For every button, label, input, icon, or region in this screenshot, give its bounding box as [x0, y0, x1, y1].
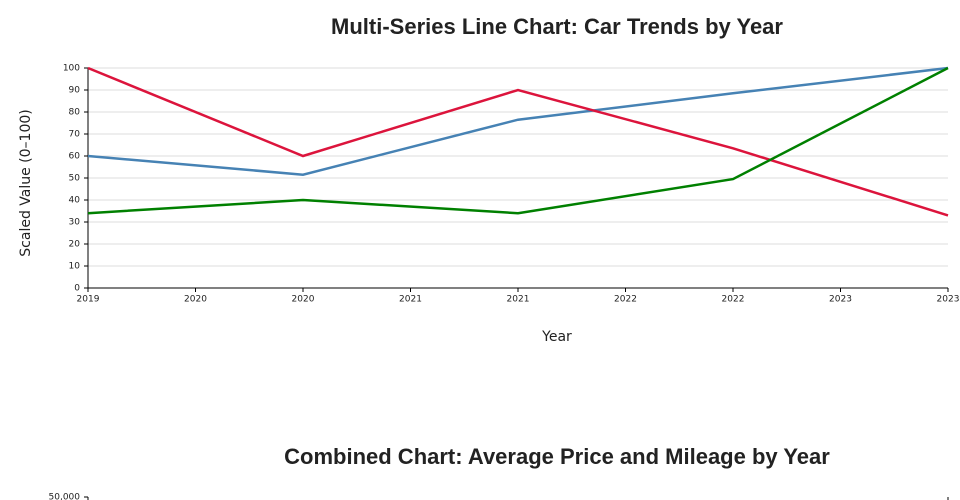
y-tick-label: 30 — [69, 218, 81, 228]
y-tick-label: 60 — [69, 152, 81, 162]
y-tick-label: 100 — [63, 64, 80, 74]
x-tick-label: 2021 — [399, 295, 422, 305]
x-axis-label: Year — [541, 329, 572, 345]
y-tick-label: 90 — [69, 86, 81, 96]
y-axis-label: Scaled Value (0–100) — [18, 109, 34, 256]
x-tick-label: 2020 — [292, 295, 315, 305]
x-tick-label: 2019 — [77, 295, 100, 305]
y-tick-label: 0 — [74, 284, 80, 294]
x-tick-label: 2021 — [507, 295, 530, 305]
x-tick-label: 2020 — [184, 295, 207, 305]
series-line — [87, 66, 949, 215]
y-tick-label: 20 — [69, 240, 81, 250]
x-tick-label: 2023 — [829, 295, 852, 305]
y-tick-label: 70 — [69, 130, 81, 140]
x-tick-label: 2022 — [722, 295, 745, 305]
series-line — [87, 66, 949, 217]
y-tick-label: 50,000 — [49, 493, 81, 500]
y-tick-label: 10 — [69, 262, 81, 272]
y-tick-label: 40 — [69, 196, 81, 206]
x-tick-label: 2023 — [937, 295, 960, 305]
series-line — [87, 66, 949, 176]
x-tick-label: 2022 — [614, 295, 637, 305]
chart-title: Multi-Series Line Chart: Car Trends by Y… — [331, 14, 783, 39]
y-tick-label: 80 — [69, 108, 81, 118]
chart-title: Combined Chart: Average Price and Mileag… — [284, 444, 830, 469]
y-tick-label: 50 — [69, 174, 81, 184]
